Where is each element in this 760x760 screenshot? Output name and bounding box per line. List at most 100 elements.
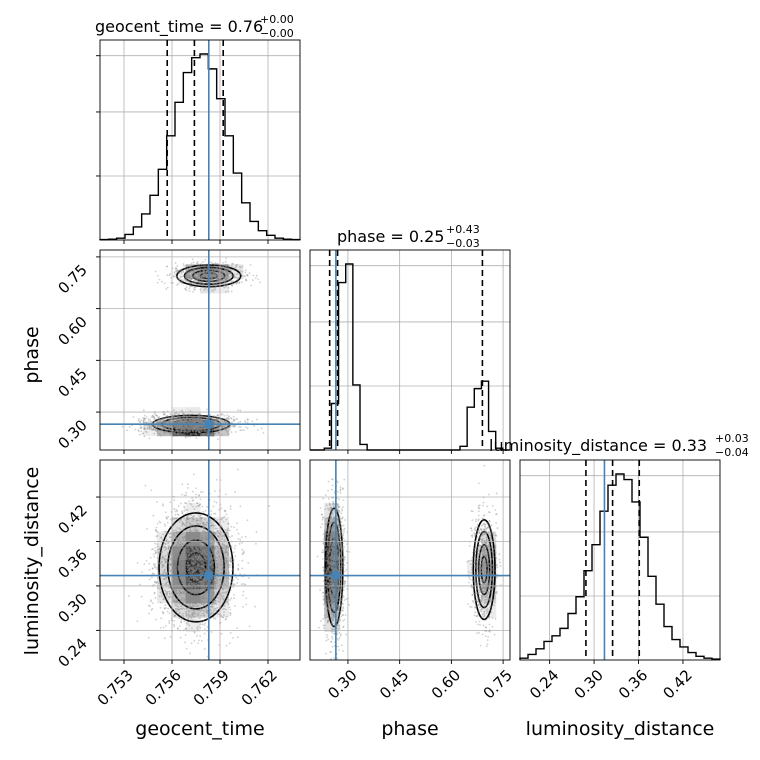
- scatter-point: [197, 535, 200, 537]
- scatter-point: [206, 274, 209, 277]
- scatter-point: [213, 265, 216, 267]
- scatter-point: [173, 552, 176, 554]
- scatter-point: [165, 516, 168, 518]
- scatter-point: [184, 425, 187, 428]
- scatter-point: [191, 419, 194, 422]
- scatter-point: [165, 288, 168, 290]
- scatter-point: [199, 281, 202, 284]
- scatter-point: [217, 550, 220, 553]
- scatter-point: [162, 425, 165, 428]
- scatter-point: [139, 421, 142, 423]
- scatter-point: [202, 545, 205, 548]
- scatter-point: [192, 277, 194, 280]
- scatter-point: [222, 616, 225, 619]
- scatter-point: [202, 510, 204, 513]
- scatter-point: [214, 275, 217, 278]
- scatter-point: [235, 282, 238, 285]
- scatter-point: [216, 519, 219, 521]
- scatter-point: [238, 282, 241, 285]
- scatter-point: [196, 276, 199, 279]
- scatter-point: [177, 433, 179, 436]
- scatter-point: [167, 600, 170, 603]
- scatter-point: [202, 268, 204, 271]
- scatter-point: [166, 595, 168, 598]
- scatter-point: [221, 526, 224, 529]
- scatter-point: [214, 276, 217, 279]
- scatter-point: [225, 277, 228, 280]
- scatter-point: [188, 289, 191, 292]
- scatter-point: [196, 279, 198, 282]
- scatter-point: [187, 521, 190, 523]
- scatter-point: [236, 627, 238, 630]
- scatter-point: [158, 419, 161, 421]
- scatter-point: [215, 275, 217, 278]
- scatter-point: [236, 582, 239, 584]
- scatter-point: [215, 267, 218, 270]
- scatter-point: [196, 415, 198, 418]
- scatter-point: [239, 409, 242, 412]
- scatter-point: [194, 286, 197, 289]
- scatter-point: [195, 273, 198, 276]
- scatter-point: [196, 416, 199, 419]
- scatter-point: [183, 415, 186, 418]
- scatter-point: [198, 418, 201, 421]
- scatter-point: [174, 417, 177, 420]
- scatter-point: [175, 427, 178, 430]
- scatter-point: [186, 596, 188, 599]
- scatter-point: [218, 536, 220, 538]
- scatter-point: [216, 419, 219, 422]
- scatter-point: [227, 266, 230, 269]
- scatter-point: [224, 275, 227, 278]
- scatter-point: [221, 563, 224, 566]
- scatter-point: [165, 415, 168, 418]
- scatter-point: [192, 275, 195, 278]
- scatter-point: [216, 427, 219, 430]
- scatter-point: [203, 590, 206, 592]
- scatter-point: [167, 515, 170, 518]
- scatter-point: [164, 604, 167, 607]
- scatter-point: [215, 527, 218, 530]
- scatter-point: [197, 419, 200, 422]
- scatter-point: [217, 268, 220, 271]
- scatter-point: [174, 433, 177, 436]
- scatter-point: [193, 274, 196, 276]
- scatter-point: [223, 532, 226, 534]
- scatter-point: [223, 555, 226, 557]
- scatter-point: [175, 275, 177, 278]
- scatter-point: [234, 491, 237, 493]
- scatter-point: [223, 569, 225, 571]
- scatter-point: [192, 518, 195, 521]
- scatter-point: [222, 601, 225, 604]
- scatter-point: [222, 428, 225, 431]
- scatter-point: [202, 275, 205, 278]
- scatter-point: [167, 547, 170, 550]
- scatter-point: [191, 275, 194, 278]
- scatter-point: [183, 527, 186, 529]
- scatter-point: [157, 559, 160, 562]
- scatter-point: [176, 271, 179, 274]
- scatter-point: [173, 625, 176, 628]
- scatter-point: [220, 280, 222, 283]
- scatter-point: [177, 505, 180, 508]
- scatter-point: [161, 551, 164, 553]
- scatter-point: [230, 280, 233, 283]
- scatter-point: [194, 529, 197, 532]
- scatter-point: [180, 427, 183, 430]
- scatter-point: [164, 419, 167, 422]
- scatter-point: [221, 276, 224, 279]
- scatter-point: [166, 421, 169, 423]
- scatter-point: [244, 269, 247, 272]
- scatter-point: [194, 420, 197, 423]
- scatter-point: [199, 273, 202, 276]
- scatter-point: [166, 532, 169, 535]
- scatter-point: [200, 614, 203, 617]
- scatter-point: [177, 627, 179, 630]
- scatter-point: [178, 279, 181, 281]
- scatter-point: [155, 526, 158, 529]
- scatter-point: [161, 280, 163, 283]
- scatter-point: [138, 418, 141, 420]
- scatter-point: [184, 426, 187, 429]
- scatter-point: [188, 536, 191, 539]
- scatter-point: [221, 269, 223, 272]
- scatter-point: [170, 426, 172, 429]
